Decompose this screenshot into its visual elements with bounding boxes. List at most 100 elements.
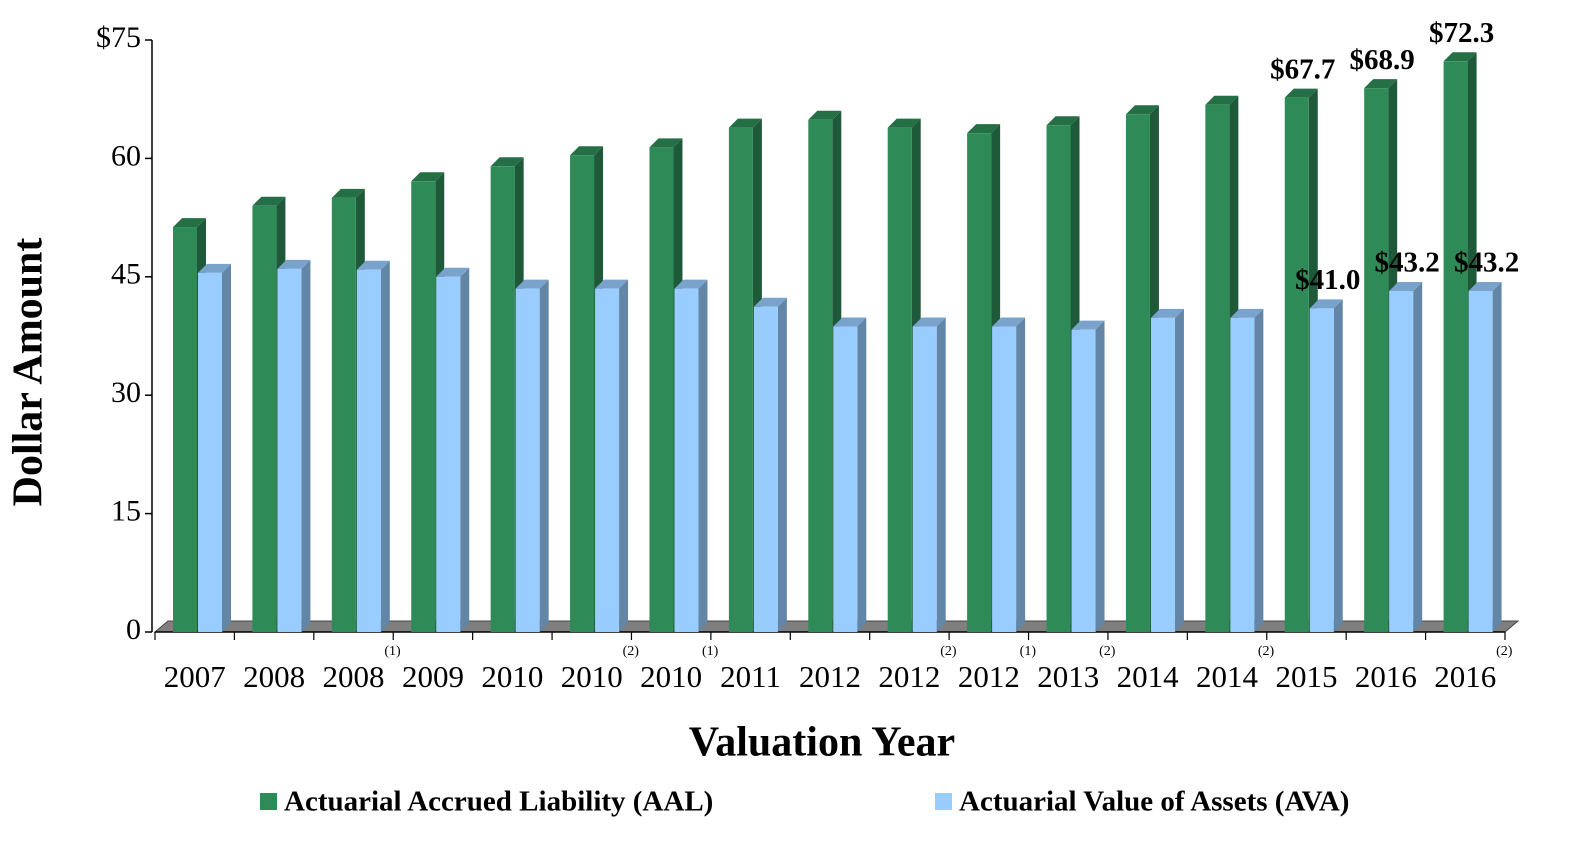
x-tick-label: 2011 [720,659,781,694]
legend-label: Actuarial Accrued Liability (AAL) [284,786,713,818]
bar [808,119,833,633]
legend-label: Actuarial Value of Assets (AVA) [959,786,1349,818]
bar-top [753,297,787,307]
bar-top [173,218,206,228]
bar [1125,114,1150,633]
bar-top [887,118,921,128]
y-tick-label: 30 [111,376,141,409]
bar-side [1174,308,1184,632]
bar-top [1150,308,1184,318]
bar [992,326,1017,632]
x-tick-label: 2016 [1434,659,1496,694]
value-label: $43.2 [1375,247,1440,279]
bar-side [1254,308,1264,632]
bar [490,166,515,632]
x-tick-label: 2010 [561,659,623,694]
bar-top [1046,116,1080,126]
bar [753,306,778,632]
bar-side [1016,317,1026,632]
bar [887,127,912,632]
bar-side [936,317,946,632]
x-tick-label: 2009 [402,659,464,694]
bar-side [1095,320,1105,632]
bar-top [912,317,946,327]
bar-top [595,279,629,289]
value-label: $72.3 [1429,17,1494,49]
category-note: (2) [940,644,957,659]
bar-side [1413,282,1423,632]
bar [649,147,674,632]
bar [1309,308,1334,632]
value-label: $68.9 [1350,44,1415,76]
bar [570,155,595,632]
bar-top [1443,52,1477,62]
bar-top [808,110,842,120]
bar [674,288,699,632]
y-tick-label: 60 [111,139,141,172]
bar [967,133,992,632]
bar-top [331,188,365,198]
x-tick-label: 2010 [640,659,702,694]
bar-top [277,259,311,269]
bar-side [777,297,787,632]
bar-side [1333,299,1343,632]
value-label: $43.2 [1454,247,1519,279]
bar-top [198,263,231,273]
bar [1468,291,1493,632]
bar [277,268,302,632]
bar [198,272,222,632]
bar-top [649,138,683,148]
bar [1150,317,1175,632]
bar-top [1230,308,1264,318]
x-tick-label: 2007 [164,659,226,694]
bar [1443,61,1468,632]
value-label: $41.0 [1295,264,1360,296]
bar [1389,291,1414,632]
bar [1071,329,1096,632]
category-note: (1) [384,644,401,659]
y-tick-label: 15 [111,494,141,527]
category-note: (2) [1099,644,1116,659]
bar [356,269,381,632]
bar [331,197,356,632]
bar [1364,88,1389,632]
bar-side [301,259,311,632]
category-note: (2) [623,644,640,659]
bar-top [570,146,604,156]
bar [833,326,858,632]
bar-side [539,279,549,632]
x-tick-label: 2008 [323,659,385,694]
bar [173,227,197,632]
bar-top [252,196,286,206]
x-tick-label: 2012 [799,659,861,694]
bar-top [674,279,708,289]
bar-top [728,118,762,128]
bar-top [356,260,390,270]
category-note: (2) [1496,644,1513,659]
bar-side [619,279,629,632]
bar-side [222,263,231,632]
bar [411,181,436,633]
bar-top [1309,299,1343,309]
bar-top [1284,88,1318,98]
y-tick-label: 0 [126,613,141,646]
bar-top [1071,320,1105,330]
bar-side [698,279,708,632]
bar-top [992,317,1026,327]
bar [1284,97,1309,632]
bar-top [1389,282,1423,292]
legend-swatch [935,793,952,810]
x-tick-label: 2012 [958,659,1020,694]
bar-top [967,124,1001,134]
bar [728,127,753,632]
bar-top [411,172,445,182]
category-note: (1) [702,644,719,659]
x-tick-label: 2013 [1037,659,1099,694]
bar [595,288,620,632]
category-note: (2) [1258,644,1275,659]
bar [436,276,461,632]
x-tick-label: 2008 [243,659,305,694]
y-tick-label: $75 [96,21,141,54]
bar-top [1364,79,1398,89]
